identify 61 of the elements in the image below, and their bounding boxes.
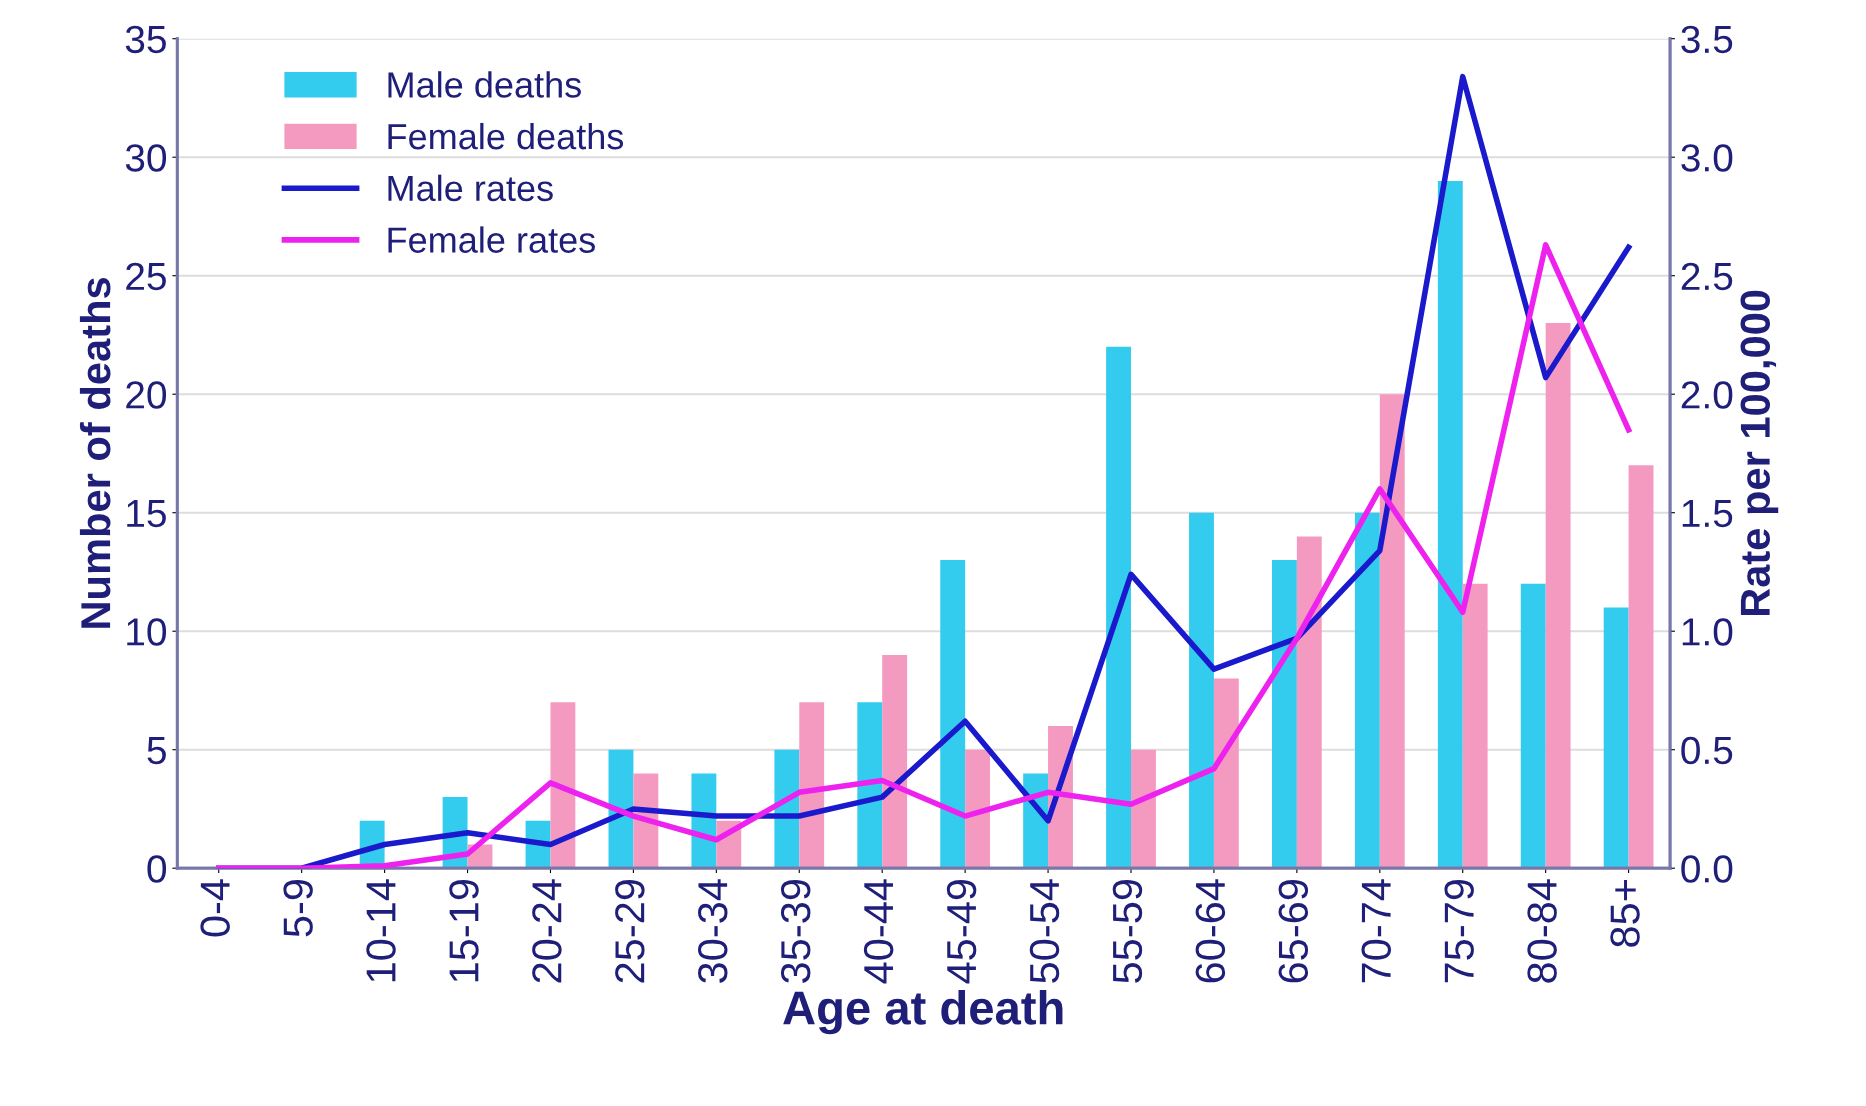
x-tick-label: 50-54 xyxy=(1029,879,1060,983)
bar xyxy=(1106,346,1131,869)
bar xyxy=(857,702,883,869)
y-axis-title: Number of deaths xyxy=(79,278,111,628)
x-tick-label: 40-44 xyxy=(863,879,894,984)
bar xyxy=(1131,749,1156,869)
y2-tick-label: 2.0 xyxy=(1681,381,1733,409)
y2-tick-label: 3.0 xyxy=(1681,144,1733,172)
bar xyxy=(1520,583,1546,869)
x-tick-label: 15-19 xyxy=(449,879,479,982)
x-tick-label: 20-24 xyxy=(532,879,562,983)
bar xyxy=(1213,678,1239,869)
y2-axis-title: Rate per 100,000 xyxy=(1740,290,1779,616)
y-tick-label: 5 xyxy=(147,737,166,765)
x-tick-label: 65-69 xyxy=(1278,879,1309,983)
y2-tick-label: 3.5 xyxy=(1681,25,1733,54)
legend-label: Female rates xyxy=(388,226,595,253)
y2-tick-label: 2.5 xyxy=(1681,262,1733,291)
bar xyxy=(1462,583,1488,869)
y-tick-label: 30 xyxy=(125,144,167,172)
y-tick-label: 25 xyxy=(126,262,166,291)
bar xyxy=(940,560,966,869)
bar xyxy=(1354,512,1380,869)
x-tick-label: 75-79 xyxy=(1444,879,1474,983)
x-tick-label: 30-34 xyxy=(698,879,728,983)
legend-label: Female deaths xyxy=(388,122,624,150)
y2-tick-label: 1.5 xyxy=(1682,500,1733,528)
bar xyxy=(1437,180,1463,869)
y-tick-label: 20 xyxy=(126,381,167,409)
bar xyxy=(1189,512,1214,869)
y2-tick-label: 1.0 xyxy=(1682,618,1733,646)
y2-tick-label: 0.0 xyxy=(1681,855,1733,883)
y2-tick-label: 0.5 xyxy=(1681,736,1733,765)
bar xyxy=(799,702,825,869)
bar xyxy=(882,654,908,869)
bar xyxy=(1628,465,1654,869)
y-tick-label: 15 xyxy=(127,500,166,528)
legend-label: Male rates xyxy=(388,174,553,202)
x-tick-label: 70-74 xyxy=(1361,879,1391,983)
x-tick-label: 85+ xyxy=(1610,879,1640,947)
legend-label: Male deaths xyxy=(388,71,581,98)
x-tick-label: 60-64 xyxy=(1195,879,1226,983)
x-tick-label: 0-4 xyxy=(200,879,230,937)
x-axis-title: Age at death xyxy=(783,990,1063,1035)
x-tick-label: 5-9 xyxy=(283,879,313,937)
bar xyxy=(1603,607,1629,869)
y-tick-label: 10 xyxy=(127,618,167,646)
x-tick-label: 45-49 xyxy=(946,879,977,984)
y-tick-label: 0 xyxy=(147,855,167,883)
bar xyxy=(1545,323,1571,869)
bar xyxy=(550,702,576,869)
bar xyxy=(1379,394,1405,869)
x-tick-label: 55-59 xyxy=(1112,879,1143,983)
bar xyxy=(965,749,991,869)
x-tick-label: 35-39 xyxy=(780,879,811,983)
x-tick-label: 80-84 xyxy=(1527,879,1557,983)
bar xyxy=(1296,536,1322,869)
x-tick-label: 25-29 xyxy=(615,879,645,983)
bar xyxy=(1271,560,1297,869)
y-tick-label: 35 xyxy=(125,25,166,54)
x-tick-label: 10-14 xyxy=(366,879,396,982)
